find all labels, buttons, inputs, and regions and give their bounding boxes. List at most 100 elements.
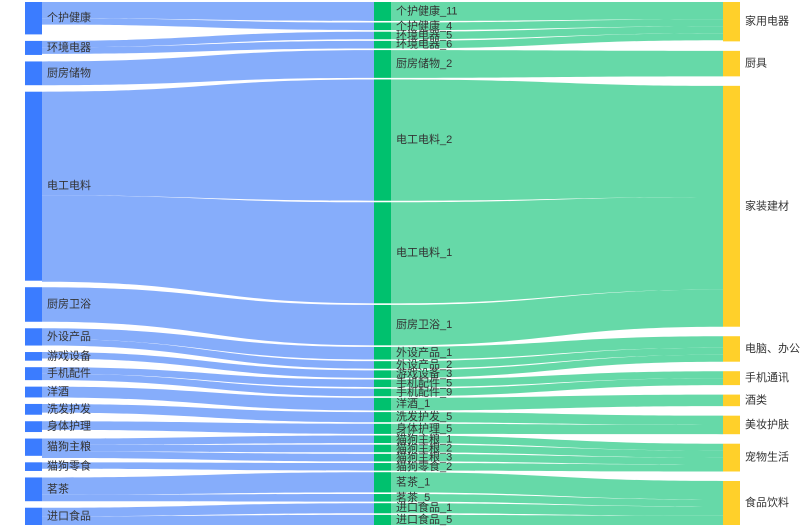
link-环境电器_5-to-家用电器 <box>391 26 723 40</box>
node-洗发护发[interactable] <box>25 403 42 415</box>
node-宠物生活[interactable] <box>723 443 740 472</box>
node-label-手机通讯: 手机通讯 <box>745 370 789 384</box>
node-家装建材[interactable] <box>723 85 740 327</box>
node-label-进口食品_1: 进口食品_1 <box>396 500 452 514</box>
node-猫狗主粮_1[interactable] <box>374 435 391 444</box>
node-label-环境电器: 环境电器 <box>47 40 91 54</box>
node-label-进口食品: 进口食品 <box>47 508 91 522</box>
link-厨房储物-to-厨房储物_2 <box>42 50 374 86</box>
node-环境电器_5[interactable] <box>374 31 391 40</box>
link-电工电料_2-to-家装建材 <box>391 79 723 201</box>
node-厨房储物[interactable] <box>25 61 42 86</box>
node-label-身体护理: 身体护理 <box>47 419 91 433</box>
link-个护健康-to-个护健康_4 <box>42 18 374 31</box>
node-猫狗零食_2[interactable] <box>374 463 391 471</box>
node-label-洗发护发_5: 洗发护发_5 <box>396 409 452 423</box>
node-label-洋酒: 洋酒 <box>47 384 69 398</box>
link-手机配件_9-to-手机通讯 <box>391 378 723 397</box>
node-家用电器[interactable] <box>723 2 740 42</box>
links-layer <box>42 2 723 525</box>
node-进口食品[interactable] <box>25 507 42 525</box>
link-电工电料-to-电工电料_2 <box>42 79 374 201</box>
node-个护健康_11[interactable] <box>374 2 391 21</box>
link-个护健康_11-to-家用电器 <box>391 2 723 21</box>
node-酒类[interactable] <box>723 394 740 407</box>
node-厨房卫浴[interactable] <box>25 287 42 322</box>
node-茗茶_5[interactable] <box>374 494 391 502</box>
node-进口食品_5[interactable] <box>374 514 391 525</box>
node-label-外设产品_1: 外设产品_1 <box>396 345 452 359</box>
node-手机配件[interactable] <box>25 367 42 381</box>
node-外设产品[interactable] <box>25 328 42 346</box>
node-label-厨房储物_2: 厨房储物_2 <box>396 56 452 70</box>
node-猫狗主粮_3[interactable] <box>374 453 391 462</box>
node-猫狗主粮[interactable] <box>25 438 42 456</box>
node-label-个护健康_4: 个护健康_4 <box>396 18 452 32</box>
node-外设产品_2[interactable] <box>374 361 391 369</box>
node-电工电料[interactable] <box>25 91 42 281</box>
node-个护健康[interactable] <box>25 2 42 35</box>
link-厨房卫浴-to-厨房卫浴_1 <box>42 287 374 346</box>
link-洗发护发_5-to-美妆护肤 <box>391 412 723 425</box>
link-厨房卫浴_1-to-家装建材 <box>391 289 723 346</box>
node-电工电料_1[interactable] <box>374 202 391 304</box>
node-洗发护发_5[interactable] <box>374 412 391 423</box>
node-茗茶_1[interactable] <box>374 472 391 493</box>
node-手机通讯[interactable] <box>723 371 740 386</box>
link-外设产品_1-to-电脑、办公 <box>391 336 723 360</box>
link-游戏设备_3-to-电脑、办公 <box>391 354 723 378</box>
link-猫狗主粮_1-to-宠物生活 <box>391 435 723 451</box>
node-洋酒[interactable] <box>25 386 42 398</box>
link-手机配件-to-手机配件_5 <box>42 367 374 388</box>
node-手机配件_5[interactable] <box>374 379 391 388</box>
node-label-个护健康: 个护健康 <box>47 10 91 24</box>
node-label-手机配件_5: 手机配件_5 <box>396 375 452 389</box>
node-个护健康_4[interactable] <box>374 22 391 31</box>
node-label-猫狗主粮: 猫狗主粮 <box>47 439 91 453</box>
link-猫狗主粮_2-to-宠物生活 <box>391 444 723 458</box>
node-厨具[interactable] <box>723 50 740 77</box>
node-游戏设备[interactable] <box>25 352 42 361</box>
node-label-环境电器_6: 环境电器_6 <box>396 37 452 51</box>
node-身体护理_5[interactable] <box>374 423 391 434</box>
node-电工电料_2[interactable] <box>374 79 391 201</box>
link-外设产品_2-to-电脑、办公 <box>391 347 723 369</box>
node-label-美妆护肤: 美妆护肤 <box>745 417 789 431</box>
node-label-家装建材: 家装建材 <box>745 198 789 212</box>
node-label-手机配件: 手机配件 <box>47 366 91 380</box>
link-茗茶-to-茗茶_1 <box>42 472 374 495</box>
link-电工电料-to-电工电料_1 <box>42 195 374 304</box>
node-label-食品饮料: 食品饮料 <box>745 495 789 509</box>
node-厨房储物_2[interactable] <box>374 50 391 78</box>
labels-layer: 个护健康环境电器厨房储物电工电料厨房卫浴外设产品游戏设备手机配件洋酒洗发护发身体… <box>47 3 800 525</box>
link-环境电器-to-环境电器_5 <box>42 31 374 48</box>
node-茗茶[interactable] <box>25 477 42 502</box>
node-电脑、办公[interactable] <box>723 336 740 362</box>
link-进口食品-to-进口食品_1 <box>42 503 374 517</box>
node-洋酒_1[interactable] <box>374 397 391 411</box>
node-食品饮料[interactable] <box>723 480 740 525</box>
link-个护健康_4-to-家用电器 <box>391 19 723 31</box>
node-label-身体护理_5: 身体护理_5 <box>396 421 452 435</box>
node-label-家用电器: 家用电器 <box>745 14 789 28</box>
node-厨房卫浴_1[interactable] <box>374 304 391 346</box>
link-身体护理-to-身体护理_5 <box>42 421 374 434</box>
node-label-电工电料_1: 电工电料_1 <box>396 245 452 259</box>
node-外设产品_1[interactable] <box>374 346 391 360</box>
link-猫狗主粮-to-猫狗主粮_1 <box>42 435 374 446</box>
node-label-电工电料: 电工电料 <box>47 178 91 192</box>
node-label-洋酒_1: 洋酒_1 <box>396 396 430 410</box>
link-个护健康-to-个护健康_11 <box>42 2 374 21</box>
node-手机配件_9[interactable] <box>374 388 391 397</box>
node-猫狗主粮_2[interactable] <box>374 444 391 453</box>
node-游戏设备_3[interactable] <box>374 370 391 378</box>
node-美妆护肤[interactable] <box>723 415 740 435</box>
node-label-厨房卫浴_1: 厨房卫浴_1 <box>396 318 452 331</box>
node-猫狗零食[interactable] <box>25 462 42 471</box>
node-身体护理[interactable] <box>25 421 42 433</box>
node-环境电器_6[interactable] <box>374 40 391 49</box>
node-进口食品_1[interactable] <box>374 503 391 514</box>
node-环境电器[interactable] <box>25 40 42 55</box>
link-洗发护发-to-洗发护发_5 <box>42 403 374 423</box>
node-label-游戏设备_3: 游戏设备_3 <box>396 366 452 380</box>
